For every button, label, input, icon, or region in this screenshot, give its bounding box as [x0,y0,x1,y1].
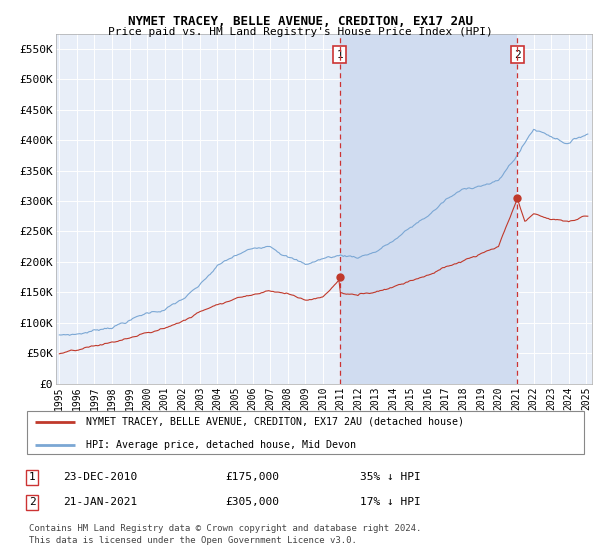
FancyBboxPatch shape [27,411,584,454]
Text: Price paid vs. HM Land Registry's House Price Index (HPI): Price paid vs. HM Land Registry's House … [107,27,493,37]
Text: Contains HM Land Registry data © Crown copyright and database right 2024.: Contains HM Land Registry data © Crown c… [29,524,421,533]
Text: 1: 1 [29,472,35,482]
Text: NYMET TRACEY, BELLE AVENUE, CREDITON, EX17 2AU: NYMET TRACEY, BELLE AVENUE, CREDITON, EX… [128,15,473,28]
Text: 23-DEC-2010: 23-DEC-2010 [63,472,137,482]
Text: 2: 2 [29,497,35,507]
Text: 21-JAN-2021: 21-JAN-2021 [63,497,137,507]
Text: 1: 1 [337,50,343,59]
Text: 17% ↓ HPI: 17% ↓ HPI [360,497,421,507]
Text: 2: 2 [514,50,520,59]
Text: 35% ↓ HPI: 35% ↓ HPI [360,472,421,482]
Bar [340,34,517,384]
Text: £175,000: £175,000 [225,472,279,482]
Text: HPI: Average price, detached house, Mid Devon: HPI: Average price, detached house, Mid … [86,440,356,450]
Text: £305,000: £305,000 [225,497,279,507]
Text: NYMET TRACEY, BELLE AVENUE, CREDITON, EX17 2AU (detached house): NYMET TRACEY, BELLE AVENUE, CREDITON, EX… [86,417,464,427]
Text: This data is licensed under the Open Government Licence v3.0.: This data is licensed under the Open Gov… [29,536,356,545]
